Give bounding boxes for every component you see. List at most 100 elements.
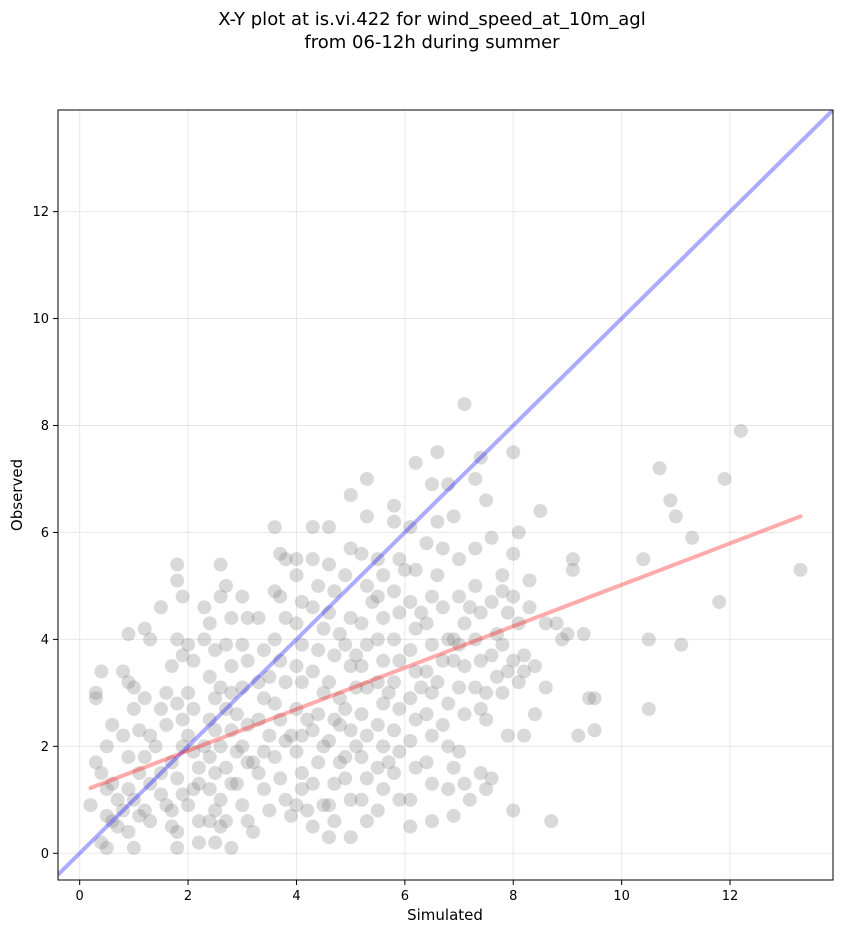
data-point-254	[424, 776, 439, 791]
data-point-36	[159, 717, 174, 732]
x-tick-label-3: 6	[401, 889, 409, 904]
data-point-379	[202, 814, 217, 829]
data-point-2	[88, 691, 103, 706]
data-point-255	[424, 814, 439, 829]
data-point-211	[376, 696, 391, 711]
data-point-22	[126, 792, 141, 807]
data-point-90	[219, 760, 234, 775]
data-point-131	[273, 771, 288, 786]
data-point-163	[321, 557, 336, 572]
data-point-310	[506, 589, 521, 604]
data-point-231	[403, 520, 418, 535]
data-point-69	[208, 643, 223, 658]
data-point-155	[311, 707, 326, 722]
data-point-129	[278, 733, 293, 748]
data-point-262	[435, 653, 450, 668]
data-point-23	[132, 808, 147, 823]
data-point-130	[267, 750, 282, 765]
data-point-369	[294, 782, 309, 797]
data-point-266	[441, 739, 456, 754]
x-axis-label: Simulated	[407, 906, 483, 924]
data-point-176	[321, 830, 336, 845]
data-point-291	[479, 712, 494, 727]
data-point-114	[256, 744, 271, 759]
data-point-93	[219, 814, 234, 829]
data-point-235	[403, 643, 418, 658]
data-point-192	[354, 546, 369, 561]
data-point-279	[457, 707, 472, 722]
data-point-45	[164, 659, 179, 674]
data-point-270	[441, 477, 456, 492]
data-point-195	[359, 637, 374, 652]
data-point-180	[343, 610, 358, 625]
data-point-100	[229, 707, 244, 722]
data-point-315	[506, 803, 521, 818]
data-point-325	[538, 616, 553, 631]
data-point-245	[424, 477, 439, 492]
data-point-179	[343, 541, 358, 556]
data-point-371	[349, 648, 364, 663]
data-point-160	[316, 798, 331, 813]
data-point-132	[278, 792, 293, 807]
data-point-175	[327, 814, 342, 829]
data-point-326	[544, 814, 559, 829]
data-point-153	[305, 664, 320, 679]
data-point-226	[387, 723, 402, 738]
data-point-52	[164, 803, 179, 818]
data-point-140	[294, 675, 309, 690]
x-tick-label-6: 12	[722, 889, 739, 904]
data-point-119	[273, 546, 288, 561]
data-point-188	[343, 792, 358, 807]
data-point-146	[300, 803, 315, 818]
data-point-173	[327, 776, 342, 791]
data-point-181	[338, 637, 353, 652]
data-point-81	[213, 589, 228, 604]
data-point-99	[235, 680, 250, 695]
data-point-303	[495, 584, 510, 599]
data-point-364	[99, 808, 114, 823]
data-point-213	[376, 739, 391, 754]
data-point-9	[105, 814, 120, 829]
data-point-372	[381, 755, 396, 770]
data-point-320	[522, 600, 537, 615]
data-point-368	[262, 669, 277, 684]
data-point-327	[549, 616, 564, 631]
data-point-133	[284, 808, 299, 823]
data-point-38	[159, 798, 174, 813]
data-point-123	[278, 610, 293, 625]
data-point-288	[473, 653, 488, 668]
data-point-91	[224, 776, 239, 791]
data-point-202	[354, 792, 369, 807]
data-point-191	[359, 509, 374, 524]
data-point-108	[251, 610, 266, 625]
data-point-269	[446, 808, 461, 823]
data-point-159	[305, 776, 320, 791]
data-point-48	[175, 739, 190, 754]
data-point-73	[208, 723, 223, 738]
data-point-199	[359, 728, 374, 743]
data-point-28	[137, 691, 152, 706]
data-point-296	[484, 530, 499, 545]
data-point-332	[571, 728, 586, 743]
y-tick-label-2: 4	[41, 633, 49, 648]
data-point-60	[186, 744, 201, 759]
data-point-31	[143, 776, 158, 791]
data-point-289	[468, 680, 483, 695]
data-point-228	[387, 766, 402, 781]
data-point-112	[251, 712, 266, 727]
data-point-260	[435, 600, 450, 615]
data-point-18	[126, 680, 141, 695]
data-point-337	[636, 552, 651, 567]
data-point-154	[316, 685, 331, 700]
data-point-102	[235, 739, 250, 754]
data-point-365	[153, 787, 168, 802]
one-to-one-line	[58, 110, 833, 877]
data-point-7	[99, 782, 114, 797]
data-point-263	[430, 675, 445, 690]
data-point-318	[517, 728, 532, 743]
x-axis-ticks: 0 2 4 6 8 10 12	[76, 880, 739, 904]
data-point-121	[278, 552, 293, 567]
data-point-162	[321, 520, 336, 535]
data-point-301	[484, 771, 499, 786]
data-point-204	[370, 552, 385, 567]
